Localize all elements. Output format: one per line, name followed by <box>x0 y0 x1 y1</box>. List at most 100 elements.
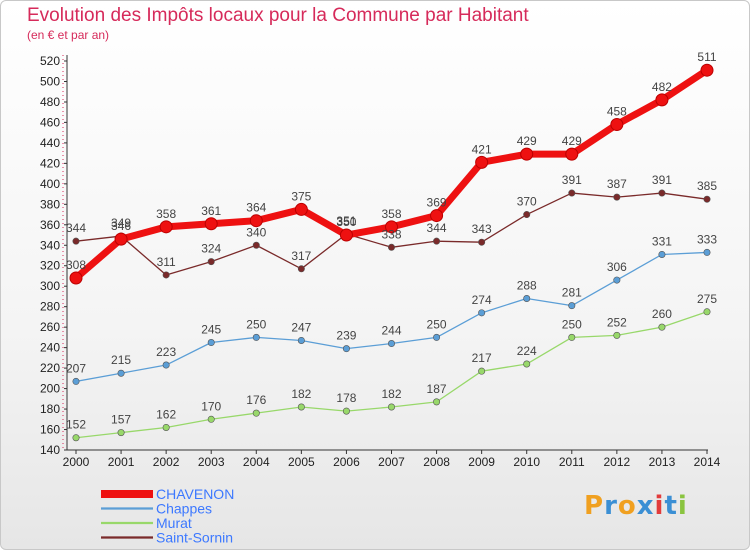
data-point <box>613 193 621 201</box>
x-tick-label: 2013 <box>649 455 676 469</box>
x-tick-label: 2000 <box>63 455 90 469</box>
data-label: 250 <box>246 317 266 331</box>
data-label: 343 <box>472 222 492 236</box>
y-tick-label: 380 <box>40 197 60 211</box>
data-label: 162 <box>156 407 176 421</box>
data-label: 361 <box>201 204 221 218</box>
data-label: 344 <box>66 221 86 235</box>
data-label: 245 <box>201 323 221 337</box>
data-point <box>523 360 531 368</box>
data-label: 223 <box>156 345 176 359</box>
y-tick-label: 480 <box>40 95 60 109</box>
data-label: 275 <box>697 292 717 306</box>
logo-letter: P <box>584 491 605 521</box>
y-tick-label: 180 <box>40 402 60 416</box>
data-label: 252 <box>607 315 627 329</box>
data-point <box>523 211 531 219</box>
y-tick-label: 220 <box>40 361 60 375</box>
logo-letter: i <box>677 491 688 521</box>
legend-label: Murat <box>156 515 192 531</box>
data-label: 274 <box>472 293 492 307</box>
data-point <box>207 415 215 423</box>
data-point <box>114 232 128 246</box>
data-point <box>207 339 215 347</box>
data-label: 482 <box>652 80 672 94</box>
data-point <box>162 361 170 369</box>
x-tick-label: 2003 <box>198 455 225 469</box>
data-label: 182 <box>291 387 311 401</box>
data-label: 391 <box>562 173 582 187</box>
data-label: 421 <box>472 142 492 156</box>
data-point <box>252 333 260 341</box>
data-label: 250 <box>427 317 447 331</box>
data-point <box>700 63 714 77</box>
x-tick-label: 2007 <box>378 455 405 469</box>
data-point <box>294 202 308 216</box>
data-label: 333 <box>697 232 717 246</box>
data-point <box>72 237 80 245</box>
data-label: 324 <box>201 242 221 256</box>
y-tick-label: 200 <box>40 382 60 396</box>
data-point <box>703 308 711 316</box>
data-point <box>249 214 263 228</box>
data-point <box>568 189 576 197</box>
x-tick-label: 2011 <box>559 455 585 469</box>
x-tick-label: 2009 <box>468 455 495 469</box>
proxiti-logo: Proxiti <box>584 491 688 521</box>
data-point <box>72 434 80 442</box>
data-label: 215 <box>111 353 131 367</box>
y-tick-label: 420 <box>40 156 60 170</box>
data-point <box>342 407 350 415</box>
data-label: 239 <box>336 329 356 343</box>
data-label: 250 <box>562 317 582 331</box>
x-tick-label: 2012 <box>604 455 631 469</box>
data-label: 176 <box>246 393 266 407</box>
data-point <box>568 302 576 310</box>
data-point <box>207 258 215 266</box>
data-point <box>204 217 218 231</box>
logo-letter: o <box>617 491 637 521</box>
data-label: 458 <box>607 104 627 118</box>
data-point <box>162 271 170 279</box>
data-label: 391 <box>652 173 672 187</box>
data-label: 511 <box>697 50 716 64</box>
data-label: 429 <box>562 134 582 148</box>
data-label: 358 <box>156 207 176 221</box>
data-point <box>655 93 669 107</box>
x-tick-label: 2001 <box>108 455 135 469</box>
x-tick-label: 2008 <box>423 455 450 469</box>
logo-letter: r <box>604 491 618 521</box>
x-tick-label: 2010 <box>513 455 540 469</box>
data-label: 370 <box>517 195 537 209</box>
data-label: 429 <box>517 134 537 148</box>
logo-letter: x <box>636 491 655 521</box>
data-point <box>69 271 83 285</box>
data-point <box>387 243 395 251</box>
data-label: 288 <box>517 278 537 292</box>
y-tick-label: 340 <box>40 238 60 252</box>
data-label: 331 <box>652 234 672 248</box>
data-point <box>658 250 666 258</box>
data-point <box>117 429 125 437</box>
data-point <box>297 403 305 411</box>
y-tick-label: 400 <box>40 177 60 191</box>
data-label: 387 <box>607 177 627 191</box>
data-point <box>568 333 576 341</box>
data-point <box>252 409 260 417</box>
data-label: 217 <box>472 351 492 365</box>
data-point <box>478 238 486 246</box>
data-label: 207 <box>66 361 86 375</box>
data-label: 340 <box>246 225 266 239</box>
data-label: 170 <box>201 399 221 413</box>
data-point <box>433 398 441 406</box>
data-point <box>565 147 579 161</box>
data-point <box>162 423 170 431</box>
logo-letter: t <box>664 491 678 521</box>
data-label: 224 <box>517 344 537 358</box>
y-tick-label: 320 <box>40 259 60 273</box>
data-point <box>159 220 173 234</box>
y-tick-label: 260 <box>40 320 60 334</box>
data-label: 157 <box>111 413 131 427</box>
y-tick-label: 440 <box>40 136 60 150</box>
